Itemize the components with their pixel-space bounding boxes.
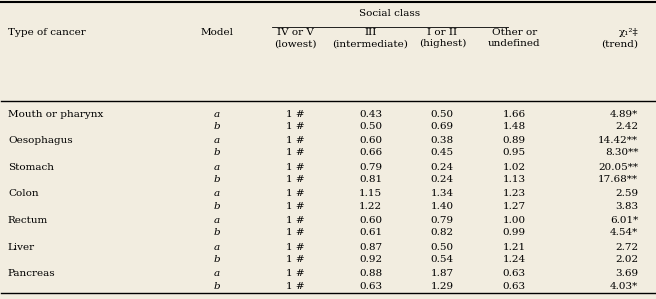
Text: 1 #: 1 # xyxy=(286,202,304,210)
Text: 4.54*: 4.54* xyxy=(610,228,638,237)
Text: 1.13: 1.13 xyxy=(502,175,525,184)
Text: b: b xyxy=(214,255,220,264)
Text: 1.48: 1.48 xyxy=(502,122,525,131)
Text: a: a xyxy=(214,190,220,199)
Text: Mouth or pharynx: Mouth or pharynx xyxy=(8,109,103,118)
Text: 1 #: 1 # xyxy=(286,243,304,252)
Text: 1.15: 1.15 xyxy=(359,190,382,199)
Text: 1.29: 1.29 xyxy=(431,282,454,291)
Text: 1.66: 1.66 xyxy=(502,109,525,118)
Text: 8.30**: 8.30** xyxy=(605,148,638,157)
Text: a: a xyxy=(214,136,220,145)
Text: b: b xyxy=(214,175,220,184)
Text: 17.68**: 17.68** xyxy=(598,175,638,184)
Text: 2.59: 2.59 xyxy=(615,190,638,199)
Text: a: a xyxy=(214,269,220,278)
Text: 3.69: 3.69 xyxy=(615,269,638,278)
Text: 1 #: 1 # xyxy=(286,269,304,278)
Text: 0.45: 0.45 xyxy=(431,148,454,157)
Text: 0.79: 0.79 xyxy=(431,216,454,225)
Text: 20.05**: 20.05** xyxy=(598,163,638,172)
Text: 0.89: 0.89 xyxy=(502,136,525,145)
Text: 1 #: 1 # xyxy=(286,163,304,172)
Text: 0.92: 0.92 xyxy=(359,255,382,264)
Text: Rectum: Rectum xyxy=(8,216,48,225)
Text: 0.63: 0.63 xyxy=(502,269,525,278)
Text: 0.61: 0.61 xyxy=(359,228,382,237)
Text: b: b xyxy=(214,148,220,157)
Text: 2.02: 2.02 xyxy=(615,255,638,264)
Text: 1 #: 1 # xyxy=(286,228,304,237)
Text: 0.81: 0.81 xyxy=(359,175,382,184)
Text: 2.42: 2.42 xyxy=(615,122,638,131)
Text: 0.60: 0.60 xyxy=(359,136,382,145)
Text: 1 #: 1 # xyxy=(286,255,304,264)
Text: 1.21: 1.21 xyxy=(502,243,525,252)
Text: 1.87: 1.87 xyxy=(431,269,454,278)
Text: a: a xyxy=(214,109,220,118)
Text: 0.87: 0.87 xyxy=(359,243,382,252)
Text: III
(intermediate): III (intermediate) xyxy=(333,28,409,48)
Text: Colon: Colon xyxy=(8,190,39,199)
Text: 1.00: 1.00 xyxy=(502,216,525,225)
Text: 1 #: 1 # xyxy=(286,109,304,118)
Text: 4.03*: 4.03* xyxy=(610,282,638,291)
Text: 0.24: 0.24 xyxy=(431,175,454,184)
Text: 0.79: 0.79 xyxy=(359,163,382,172)
Text: 0.63: 0.63 xyxy=(502,282,525,291)
Text: 0.54: 0.54 xyxy=(431,255,454,264)
Text: Pancreas: Pancreas xyxy=(8,269,56,278)
Text: b: b xyxy=(214,202,220,210)
Text: a: a xyxy=(214,243,220,252)
Text: 1 #: 1 # xyxy=(286,175,304,184)
Text: 1 #: 1 # xyxy=(286,190,304,199)
Text: Model: Model xyxy=(201,28,234,37)
Text: a: a xyxy=(214,163,220,172)
Text: 0.60: 0.60 xyxy=(359,216,382,225)
Text: 1.27: 1.27 xyxy=(502,202,525,210)
Text: 1 #: 1 # xyxy=(286,148,304,157)
Text: 14.42**: 14.42** xyxy=(598,136,638,145)
Text: 1.22: 1.22 xyxy=(359,202,382,210)
Text: 1 #: 1 # xyxy=(286,136,304,145)
Text: Oesophagus: Oesophagus xyxy=(8,136,73,145)
Text: 1.23: 1.23 xyxy=(502,190,525,199)
Text: 0.69: 0.69 xyxy=(431,122,454,131)
Text: 0.99: 0.99 xyxy=(502,228,525,237)
Text: 0.24: 0.24 xyxy=(431,163,454,172)
Text: 0.63: 0.63 xyxy=(359,282,382,291)
Text: b: b xyxy=(214,282,220,291)
Text: 1 #: 1 # xyxy=(286,216,304,225)
Text: I or II
(highest): I or II (highest) xyxy=(419,28,466,48)
Text: 1 #: 1 # xyxy=(286,282,304,291)
Text: b: b xyxy=(214,228,220,237)
Text: 1.40: 1.40 xyxy=(431,202,454,210)
Text: 1 #: 1 # xyxy=(286,122,304,131)
Text: 6.01*: 6.01* xyxy=(610,216,638,225)
Text: 0.43: 0.43 xyxy=(359,109,382,118)
Text: 0.95: 0.95 xyxy=(502,148,525,157)
Text: Stomach: Stomach xyxy=(8,163,54,172)
Text: Other or
undefined: Other or undefined xyxy=(488,28,541,48)
Text: Liver: Liver xyxy=(8,243,35,252)
Text: 0.38: 0.38 xyxy=(431,136,454,145)
Text: Social class: Social class xyxy=(359,9,420,18)
Text: 3.83: 3.83 xyxy=(615,202,638,210)
Text: 0.66: 0.66 xyxy=(359,148,382,157)
Text: IV or V
(lowest): IV or V (lowest) xyxy=(274,28,317,48)
Text: 4.89*: 4.89* xyxy=(610,109,638,118)
Text: χ₁²‡
(trend): χ₁²‡ (trend) xyxy=(602,28,638,48)
Text: 0.50: 0.50 xyxy=(359,122,382,131)
Text: 1.24: 1.24 xyxy=(502,255,525,264)
Text: 0.82: 0.82 xyxy=(431,228,454,237)
Text: 1.02: 1.02 xyxy=(502,163,525,172)
Text: 2.72: 2.72 xyxy=(615,243,638,252)
Text: 0.50: 0.50 xyxy=(431,243,454,252)
Text: b: b xyxy=(214,122,220,131)
Text: 1.34: 1.34 xyxy=(431,190,454,199)
Text: 0.50: 0.50 xyxy=(431,109,454,118)
Text: Type of cancer: Type of cancer xyxy=(8,28,86,37)
Text: a: a xyxy=(214,216,220,225)
Text: 0.88: 0.88 xyxy=(359,269,382,278)
